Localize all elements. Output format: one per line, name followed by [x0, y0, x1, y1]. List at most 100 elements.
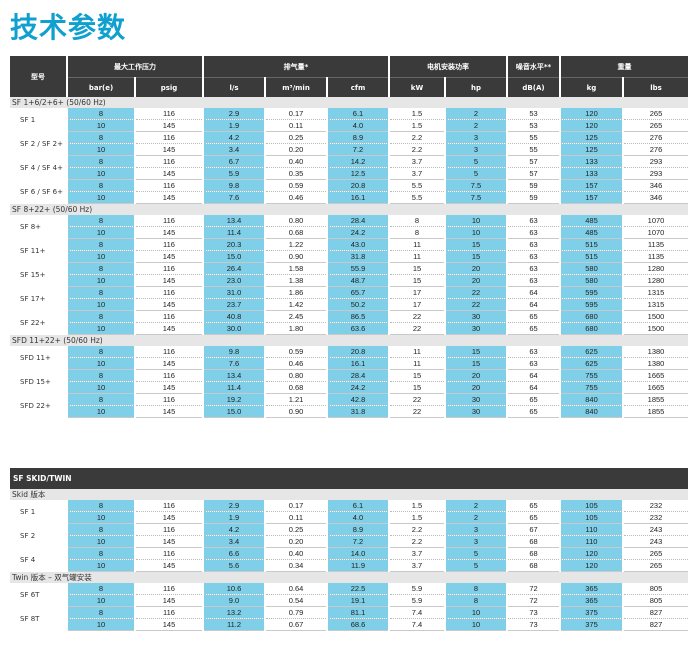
table-cell: 26.4 — [202, 262, 265, 275]
table-row: 10 145 30.0 1.80 63.6 22 30 65 680 1500 — [10, 322, 688, 335]
spec-table-skid-twin: SF SKID/TWIN Skid 版本 SF 1 8 116 2.9 0.17 6.1 1.… — [10, 468, 689, 631]
table-cell: 485 — [559, 215, 623, 227]
table-cell: 65 — [506, 310, 560, 323]
table-cell: 11.4 — [202, 226, 265, 239]
table-cell: 120 — [559, 108, 623, 120]
table-cell: 276 — [622, 143, 688, 156]
table-cell: 827 — [621, 606, 689, 619]
table-cell: 15 — [444, 250, 507, 263]
table-cell: 116 — [134, 583, 203, 595]
table-cell: 11.2 — [202, 618, 265, 631]
table-cell: 375 — [559, 618, 623, 631]
table-cell: 10 — [66, 559, 135, 572]
table-cell: 8 — [444, 583, 507, 595]
model-name: SF 1 — [10, 500, 67, 524]
table-cell: 8 — [66, 500, 135, 512]
table-cell: 1.58 — [264, 262, 327, 275]
table-cell: 13.4 — [202, 369, 265, 382]
unit-hp: hp — [444, 77, 507, 97]
table-row: 10 145 9.0 0.54 19.1 5.9 8 72 365 805 — [10, 594, 689, 607]
table-row: 10 145 7.6 0.46 16.1 11 15 63 625 1380 — [10, 357, 688, 370]
table-cell: 116 — [134, 523, 203, 536]
table-cell: 63 — [506, 274, 560, 287]
table-cell: 0.79 — [264, 606, 327, 619]
table-cell: 9.8 — [202, 346, 265, 358]
model-name: SF 2 / SF 2+ — [10, 131, 67, 156]
table-cell: 1380 — [622, 357, 688, 370]
model-name: SF 6T — [10, 583, 67, 607]
table-cell: 22 — [444, 286, 507, 299]
table-cell: 515 — [559, 250, 623, 263]
header-pressure: 最大工作压力 — [66, 56, 203, 78]
table-cell: 64 — [506, 381, 560, 394]
table-cell: 805 — [621, 583, 689, 595]
table-cell: 6.6 — [202, 547, 265, 560]
table-cell: 65 — [506, 405, 560, 418]
table-cell: 86.5 — [326, 310, 389, 323]
table-cell: 63 — [506, 346, 560, 358]
table-cell: 116 — [134, 238, 203, 251]
table-cell: 15.0 — [202, 405, 265, 418]
table-cell: 63 — [506, 357, 560, 370]
table-cell: 145 — [134, 250, 203, 263]
table-cell: 116 — [134, 369, 203, 382]
table-row: 10 145 1.9 0.11 4.0 1.5 2 65 105 232 — [10, 511, 689, 524]
table-cell: 50.2 — [326, 298, 389, 311]
table-cell: 8 — [66, 179, 135, 192]
table-cell: 31.8 — [326, 405, 389, 418]
unit-m3min: m³/min — [264, 77, 327, 97]
table-cell: 625 — [559, 357, 623, 370]
table-cell: 120 — [559, 547, 623, 560]
table-cell: 16.1 — [326, 357, 389, 370]
table-cell: 11 — [388, 346, 445, 358]
group-title: Twin 版本 – 双气罐安装 — [10, 571, 689, 583]
table-cell: 6.7 — [202, 155, 265, 168]
table-cell: 2 — [444, 119, 507, 132]
table-cell: 1.5 — [388, 500, 445, 512]
table-cell: 10 — [66, 167, 135, 180]
table-cell: 19.2 — [202, 393, 265, 406]
table-row: 10 145 11.2 0.67 68.6 7.4 10 73 375 827 — [10, 618, 689, 631]
table-cell: 157 — [559, 179, 623, 192]
table-cell: 1.5 — [388, 108, 445, 120]
table-cell: 22 — [388, 310, 445, 323]
table-cell: 11.9 — [326, 559, 389, 572]
table-cell: 0.34 — [264, 559, 327, 572]
table-cell: 10 — [66, 191, 135, 204]
table-cell: 19.1 — [326, 594, 389, 607]
table-row: 10 145 15.0 0.90 31.8 22 30 65 840 1855 — [10, 405, 688, 418]
table-cell: 10 — [444, 618, 507, 631]
table-cell: 7.6 — [202, 191, 265, 204]
table-cell: 105 — [559, 511, 623, 524]
table-cell: 0.46 — [264, 357, 327, 370]
table-cell: 265 — [621, 559, 689, 572]
table-cell: 11 — [388, 250, 445, 263]
table-row: 10 145 23.0 1.38 48.7 15 20 63 580 1280 — [10, 274, 688, 287]
section-header-row: SF SKID/TWIN — [10, 468, 689, 489]
table-cell: 145 — [134, 594, 203, 607]
table-cell: 15 — [388, 262, 445, 275]
table-cell: 116 — [134, 606, 203, 619]
table-cell: 7.5 — [444, 191, 507, 204]
model-name: SF 17+ — [10, 286, 67, 311]
table-cell: 3.4 — [202, 535, 265, 548]
table-row: SF 1 8 116 2.9 0.17 6.1 1.5 2 65 105 232 — [10, 500, 689, 524]
table-cell: 1.5 — [388, 511, 445, 524]
table-cell: 24.2 — [326, 226, 389, 239]
table-row: SF 11+ 8 116 20.3 1.22 43.0 11 15 63 515 1135 — [10, 238, 688, 263]
table-cell: 805 — [621, 594, 689, 607]
table-cell: 243 — [621, 535, 689, 548]
table-cell: 3 — [444, 535, 507, 548]
page-title: 技术参数 — [10, 11, 127, 44]
table-cell: 55 — [506, 131, 560, 144]
table-cell: 63 — [506, 250, 560, 263]
table-cell: 1.22 — [264, 238, 327, 251]
table-row: SF 15+ 8 116 26.4 1.58 55.9 15 20 63 580 1280 — [10, 262, 688, 287]
table-cell: 30 — [444, 393, 507, 406]
table-cell: 1.80 — [264, 322, 327, 335]
table-cell: 5.9 — [388, 583, 445, 595]
table-cell: 0.40 — [264, 155, 327, 168]
table-row: 10 145 5.6 0.34 11.9 3.7 5 68 120 265 — [10, 559, 689, 572]
table-row: SF 8+ 8 116 13.4 0.80 28.4 8 10 63 485 1070 — [10, 215, 688, 239]
table-cell: 72 — [506, 583, 560, 595]
